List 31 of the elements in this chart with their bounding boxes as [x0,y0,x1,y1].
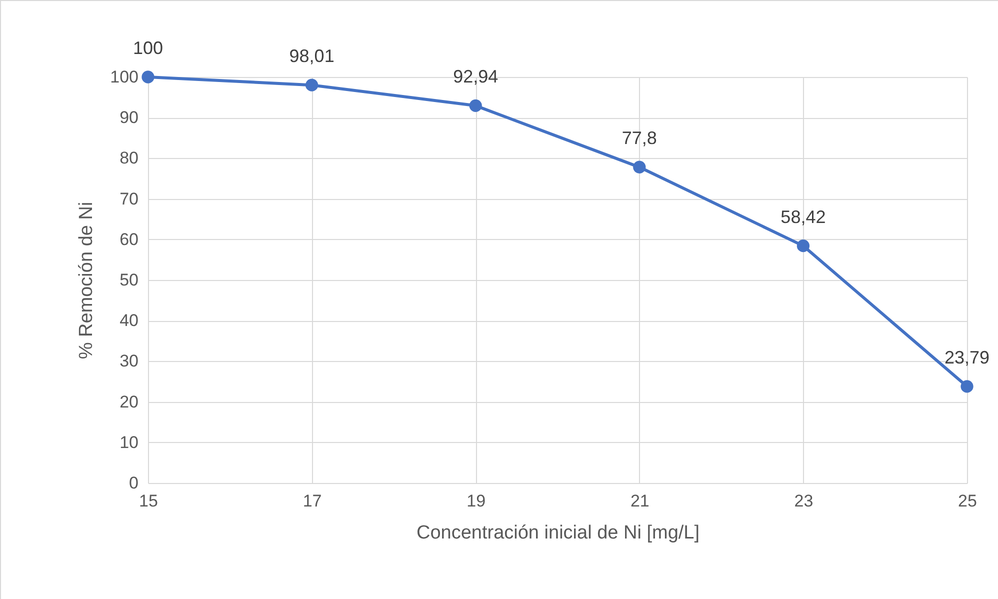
point [469,99,482,112]
x-tick-label: 15 [139,492,158,510]
y-tick-label: 60 [120,230,138,249]
y-tick-label: 10 [120,432,138,452]
point [960,380,974,393]
x-tick-label: 23 [794,492,814,510]
x-tick-label: 21 [630,492,650,510]
point [633,160,646,174]
y-tick-label: 20 [120,392,138,412]
x-tick-label: 17 [302,492,322,510]
y-tick-label: 80 [120,148,138,168]
y-tick-label: 70 [120,189,138,208]
data-label: 92,94 [453,66,498,87]
data-label: 23,79 [944,347,990,368]
y-tick-label: 50 [120,270,138,290]
x-tick-label: 25 [958,492,977,510]
y-tick-label: 30 [120,352,138,371]
point [142,70,154,84]
y-tick-label: 0 [129,474,138,492]
data-label: 58,42 [780,206,826,227]
x-tick-label: 19 [466,492,486,510]
data-label: 98,01 [289,46,334,66]
x-axis-title: Concentración inicial de Ni [mg/L] [416,522,700,544]
data-label: 77,8 [622,128,657,148]
y-tick-label: 40 [120,311,138,330]
point [796,240,810,252]
data-label: 100 [132,38,164,58]
y-tick-label: 90 [120,108,138,128]
y-axis-title: % Remoción de Ni [76,202,98,360]
y-tick-label: 100 [110,68,138,86]
point [305,78,318,92]
